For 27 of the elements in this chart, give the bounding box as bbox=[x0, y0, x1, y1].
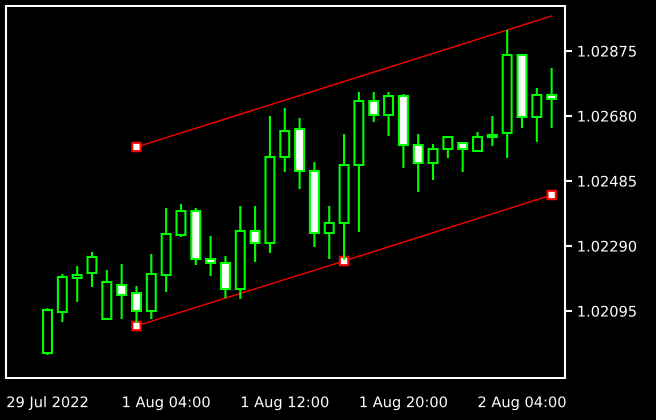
x-tick-label: 2 Aug 04:00 bbox=[478, 396, 566, 410]
point bbox=[131, 142, 142, 152]
y-tick-label: 1.02875 bbox=[578, 46, 636, 57]
candlestick bbox=[324, 204, 335, 260]
x-tick-label: 1 Aug 20:00 bbox=[360, 396, 447, 410]
y-tick-label: 1.02485 bbox=[578, 176, 636, 187]
candlestick bbox=[412, 132, 424, 194]
x-tick-label: 29 Jul 2022 bbox=[7, 396, 88, 410]
candlestick bbox=[279, 106, 290, 174]
x-tick-label: 1 Aug 04:00 bbox=[123, 396, 210, 410]
candlestick bbox=[250, 204, 261, 264]
candlestick bbox=[116, 262, 128, 320]
x-tick-label: 1 Aug 12:00 bbox=[242, 396, 328, 410]
candlestick bbox=[264, 114, 276, 254]
candlestick bbox=[368, 90, 380, 124]
candlestick bbox=[160, 206, 172, 294]
y-tick-label: 1.02095 bbox=[578, 306, 636, 317]
candlestick bbox=[502, 28, 513, 160]
candlestick bbox=[234, 204, 246, 300]
y-tick-label: 1.02290 bbox=[578, 240, 636, 252]
y-tick-label: 1.02680 bbox=[578, 110, 636, 122]
candlestick bbox=[546, 66, 558, 130]
candlestick bbox=[294, 116, 306, 190]
candlestick bbox=[205, 234, 216, 278]
point bbox=[338, 256, 350, 266]
point bbox=[131, 320, 142, 332]
point bbox=[546, 190, 557, 200]
